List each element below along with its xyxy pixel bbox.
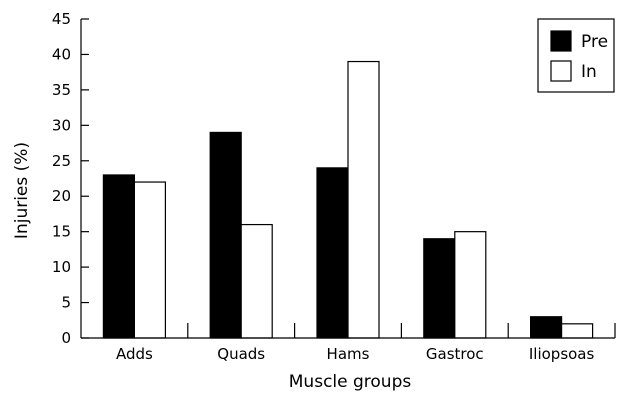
y-tick-label: 10 xyxy=(52,258,71,276)
y-tick-label: 25 xyxy=(52,152,71,170)
bar-in-iliopsoas xyxy=(560,323,594,339)
y-tick-label: 30 xyxy=(52,116,71,134)
y-tick-label: 0 xyxy=(61,329,71,347)
y-tick-label: 35 xyxy=(52,81,71,99)
y-tick-label: 20 xyxy=(52,187,71,205)
y-axis-title: Injuries (%) xyxy=(12,142,32,239)
x-tick-label: Quads xyxy=(217,345,265,363)
y-tick-label: 5 xyxy=(61,294,71,312)
bar-in-quads xyxy=(240,223,273,339)
y-tick-label: 40 xyxy=(52,45,71,63)
bar-pre-hams xyxy=(316,167,349,339)
bar-pre-adds xyxy=(102,174,136,339)
bar-in-hams xyxy=(347,60,380,339)
bar-in-adds xyxy=(133,181,166,339)
legend-swatch-in xyxy=(550,60,572,82)
x-axis-ticks: Adds Quads Hams Gastroc Iliopsoas xyxy=(116,323,616,363)
bar-pre-gastroc xyxy=(423,238,456,339)
bar-pre-iliopsoas xyxy=(529,316,563,339)
y-tick-label: 15 xyxy=(52,223,71,241)
y-tick-label: 45 xyxy=(52,10,71,28)
legend-label-pre: Pre xyxy=(581,32,608,52)
legend-label-in: In xyxy=(581,62,597,82)
legend-frame xyxy=(537,18,615,93)
x-tick-label: Iliopsoas xyxy=(529,345,595,363)
x-tick-label: Gastroc xyxy=(426,345,484,363)
y-axis-ticks: 0 5 10 15 20 25 30 35 40 45 xyxy=(52,10,89,347)
x-tick-label: Adds xyxy=(116,345,153,363)
legend: Pre In xyxy=(537,18,615,93)
bar-pre-quads xyxy=(209,131,242,339)
bars xyxy=(102,60,594,339)
legend-swatch-pre xyxy=(550,30,572,52)
bar-in-gastroc xyxy=(454,231,487,339)
x-tick-label: Hams xyxy=(327,345,370,363)
x-axis-title: Muscle groups xyxy=(289,372,412,392)
